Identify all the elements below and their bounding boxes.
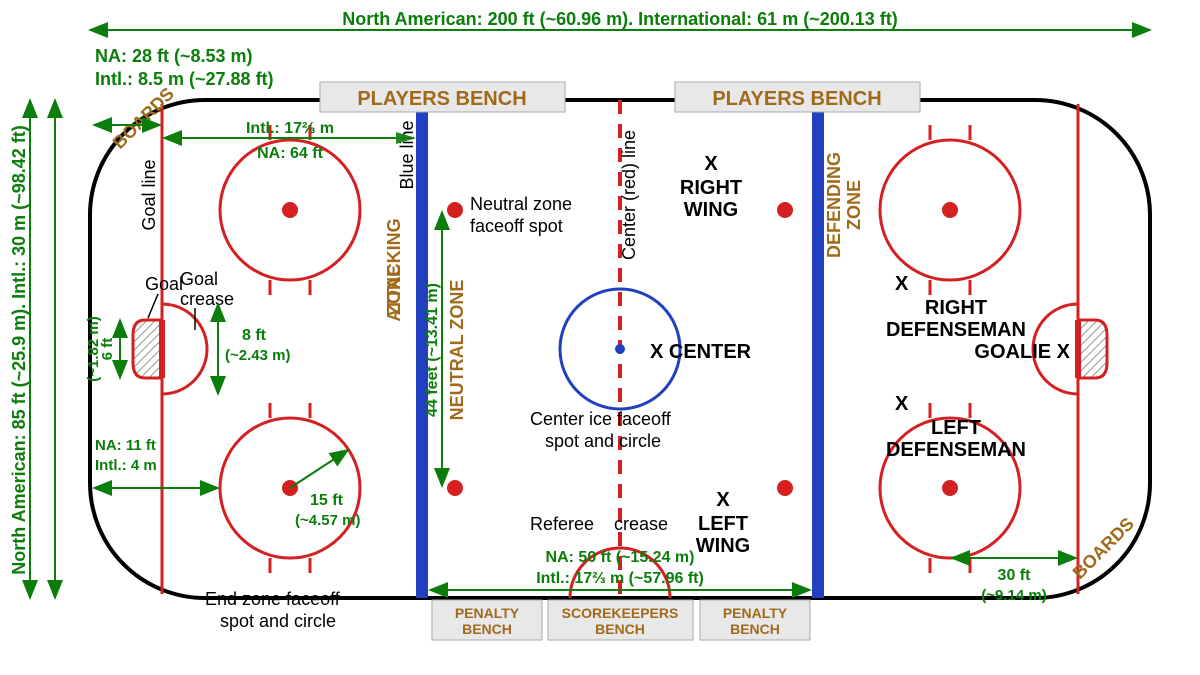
end-faceoff-l1: End zone faceoff	[205, 589, 341, 609]
goal-dist-intl: Intl.: 8.5 m (~27.88 ft)	[95, 69, 274, 89]
center-faceoff-l1: Center ice faceoff	[530, 409, 672, 429]
svg-text:GOALIE X: GOALIE X	[974, 341, 1070, 363]
center-spot	[615, 344, 625, 354]
circle-sep: 30 ft	[998, 567, 1032, 584]
svg-text:X: X	[716, 489, 730, 511]
blue-na: NA: 64 ft	[257, 145, 323, 162]
blue-line-right	[812, 100, 824, 598]
crease-width-m: (~2.43 m)	[225, 347, 290, 364]
blue-intl: Intl.: 17⅔ m	[246, 120, 334, 137]
svg-text:LEFT: LEFT	[698, 513, 748, 535]
circle-dist-na: NA: 11 ft	[95, 437, 156, 454]
top-dim-label: North American: 200 ft (~60.96 m). Inter…	[342, 9, 898, 29]
bench-label-right: PLAYERS BENCH	[712, 88, 881, 110]
svg-text:LEFT: LEFT	[931, 417, 981, 439]
circle-dist-intl: Intl.: 4 m	[95, 457, 157, 474]
neutral-h: 44 feet (~13.41 m)	[424, 283, 441, 417]
svg-text:WING: WING	[696, 535, 750, 557]
svg-text:RIGHT: RIGHT	[925, 297, 987, 319]
left-dim-label: North American: 85 ft (~25.9 m). Intl.: …	[9, 125, 29, 574]
attacking-zone-label-2: ZONE	[384, 265, 404, 315]
goalie: GOALIE X	[974, 341, 1070, 363]
neutral-spot-rt	[777, 202, 793, 218]
goal-crease-l1: Goal	[180, 269, 218, 289]
svg-text:RIGHT: RIGHT	[680, 177, 742, 199]
penalty-left-l2: BENCH	[462, 621, 512, 637]
center-faceoff-l2: spot and circle	[545, 431, 661, 451]
bench-label-left: PLAYERS BENCH	[357, 88, 526, 110]
goal-label: Goal	[145, 274, 183, 294]
crease-width: 8 ft	[242, 327, 267, 344]
penalty-left-l1: PENALTY	[455, 605, 520, 621]
neutral-faceoff-l1: Neutral zone	[470, 194, 572, 214]
defending-zone-label-1: DEFENDING	[824, 152, 844, 258]
scorekeeper-l1: SCOREKEEPERS	[562, 605, 679, 621]
circle-r-m: (~4.57 m)	[295, 512, 360, 529]
goal-crease-l2: crease	[180, 289, 234, 309]
center-player: X CENTER	[650, 341, 752, 363]
referee-crease-label: Referee crease	[530, 514, 668, 534]
svg-text:X: X	[895, 393, 909, 415]
goal-line-label: Goal line	[139, 159, 159, 230]
neutral-spot-rb	[777, 480, 793, 496]
end-faceoff-l2: spot and circle	[220, 611, 336, 631]
svg-text:X: X	[895, 273, 909, 295]
hockey-rink-diagram: North American: 200 ft (~60.96 m). Inter…	[0, 0, 1200, 675]
scorekeeper-l2: BENCH	[595, 621, 645, 637]
circle-r: 15 ft	[310, 492, 344, 509]
neutral-na: NA: 50 ft (~15.24 m)	[546, 549, 695, 566]
defending-zone-label-2: ZONE	[844, 180, 864, 230]
neutral-intl: Intl.: 17⅔ m (~57.96 ft)	[536, 570, 704, 587]
svg-text:WING: WING	[684, 199, 738, 221]
neutral-faceoff-l2: faceoff spot	[470, 216, 563, 236]
penalty-right-l2: BENCH	[730, 621, 780, 637]
neutral-spot-lt	[447, 202, 463, 218]
svg-text:DEFENSEMAN: DEFENSEMAN	[886, 319, 1026, 341]
goal-width-m: (~1.82 m)	[85, 316, 102, 381]
svg-text:DEFENSEMAN: DEFENSEMAN	[886, 439, 1026, 461]
circle-sep-m: (~9.14 m)	[981, 587, 1046, 604]
neutral-spot-lb	[447, 480, 463, 496]
neutral-zone-label: NEUTRAL ZONE	[447, 280, 467, 421]
goal-dist-na: NA: 28 ft (~8.53 m)	[95, 46, 253, 66]
penalty-right-l1: PENALTY	[723, 605, 788, 621]
svg-text:X CENTER: X CENTER	[650, 341, 752, 363]
blue-line-label: Blue line	[397, 120, 417, 189]
svg-text:X: X	[704, 153, 718, 175]
center-line-label: Center (red) line	[619, 130, 639, 260]
